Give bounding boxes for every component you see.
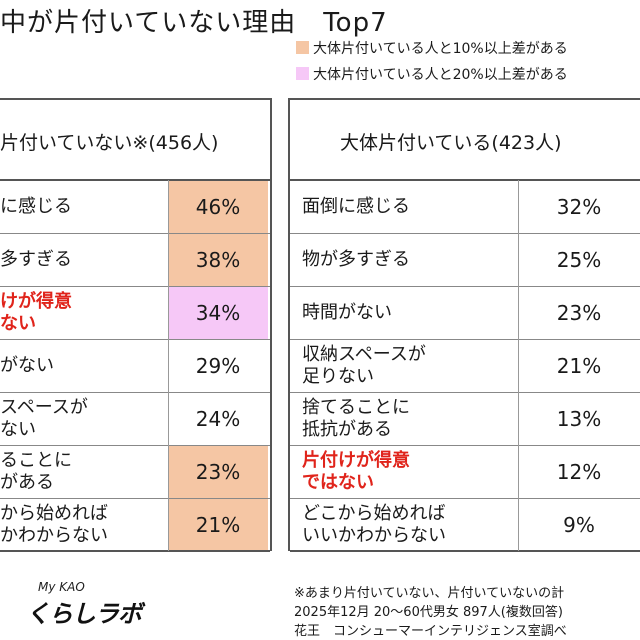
value-label: 34% [195,300,241,325]
reason-label: 片付けが得意 ではない [302,450,410,494]
row-divider [0,286,270,287]
legend-label: 大体片付いている人と10%以上差がある [313,41,568,57]
reason-line: いいかわからない [302,524,446,546]
reason-line: がある [0,471,54,493]
reason-label: から始めれば かわからない [0,503,108,547]
reason-label: どこから始めれば いいかわからない [302,503,446,547]
value-label: 13% [556,406,602,431]
reason-line: がない [0,354,54,376]
reason-line: かわからない [0,524,108,546]
reason-line: 抵抗がある [302,418,392,440]
row-divider [290,339,640,340]
table-bottom-border [290,550,640,552]
column-header-tidy: 大体片付いている(423人) [340,132,562,154]
reason-line: どこから始めれば [302,502,446,524]
legend-swatch-pink [296,67,309,80]
reason-label: に感じる [0,196,72,218]
value-label: 38% [195,247,241,272]
footnote-definition: ※あまり片付いていない、片付いていないの計 [294,586,565,601]
reason-label: スペースが ない [0,397,88,441]
value-label: 32% [556,194,602,219]
reason-line: 多すぎる [0,248,72,270]
reason-label: 捨てることに 抵抗がある [302,397,410,441]
logo-brand: My KAO [38,580,85,594]
chart-title: 中が片付いていない理由 Top7 [0,8,388,38]
row-divider [290,392,640,393]
highlight-cell [168,180,268,233]
reason-line: 片付けが得意 [302,449,410,471]
reason-line: 足りない [302,365,374,387]
table-top-border [290,98,640,100]
reason-label: 収納スペースが 足りない [302,344,426,388]
column-divider [168,180,169,551]
value-label: 29% [195,353,241,378]
row-divider [0,445,270,446]
row-divider [0,498,270,499]
row-divider [290,233,640,234]
logo-name: くらしラボ [26,600,142,628]
value-label: 23% [195,459,241,484]
reason-label: 時間がない [302,302,392,324]
reason-label: 面倒に感じる [302,196,410,218]
reason-label: 多すぎる [0,249,72,271]
reason-line: 物が多すぎる [302,248,410,270]
value-label: 12% [556,459,602,484]
row-divider [290,286,640,287]
row-divider [0,339,270,340]
reason-label: ることに がある [0,450,72,494]
footnote-survey: 2025年12月 20～60代男女 897人(複数回答) [294,605,563,620]
row-divider [0,392,270,393]
reason-line: 面倒に感じる [302,195,410,217]
highlight-cell [168,286,268,339]
row-divider [0,233,270,234]
row-divider [290,445,640,446]
row-divider [290,498,640,499]
value-label: 25% [556,247,602,272]
footnote-source: 花王 コンシューマーインテリジェンス室調べ [294,624,567,639]
highlight-cell [168,445,268,498]
reason-label: けが得意 ない [0,291,72,335]
reason-label: がない [0,355,54,377]
highlight-cell [168,233,268,286]
reason-line: に感じる [0,195,72,217]
reason-line: けが得意 [0,290,72,312]
reason-line: ない [0,418,36,440]
header-divider [0,179,270,181]
table-right-border [270,98,272,551]
comparison-table: 片付いていない※(456人) 大体片付いている(423人) に感じる 46% 多すぎ… [0,98,640,552]
reason-line: ではない [302,471,374,493]
reason-line: スペースが [0,396,88,418]
value-label: 21% [195,512,241,537]
value-label: 9% [563,512,595,537]
table-bottom-border [0,550,270,552]
highlight-cell [168,498,268,551]
legend-item-10pct: 大体片付いている人と10%以上差がある [296,38,568,58]
header-divider [290,179,640,181]
reason-label: 物が多すぎる [302,249,410,271]
value-label: 21% [556,353,602,378]
column-divider [518,180,519,551]
reason-line: 収納スペースが [302,343,426,365]
reason-line: 時間がない [302,301,392,323]
value-label: 46% [195,194,241,219]
reason-line: ることに [0,449,72,471]
table-left-border [288,98,290,551]
legend-swatch-orange [296,41,309,54]
legend-item-20pct: 大体片付いている人と20%以上差がある [296,64,568,84]
reason-line: 捨てることに [302,396,410,418]
reason-line: から始めれば [0,502,108,524]
reason-line: ない [0,312,36,334]
legend-label: 大体片付いている人と20%以上差がある [313,67,568,83]
value-label: 23% [556,300,602,325]
table-top-border [0,98,270,100]
value-label: 24% [195,406,241,431]
column-header-not-tidy: 片付いていない※(456人) [0,132,219,154]
